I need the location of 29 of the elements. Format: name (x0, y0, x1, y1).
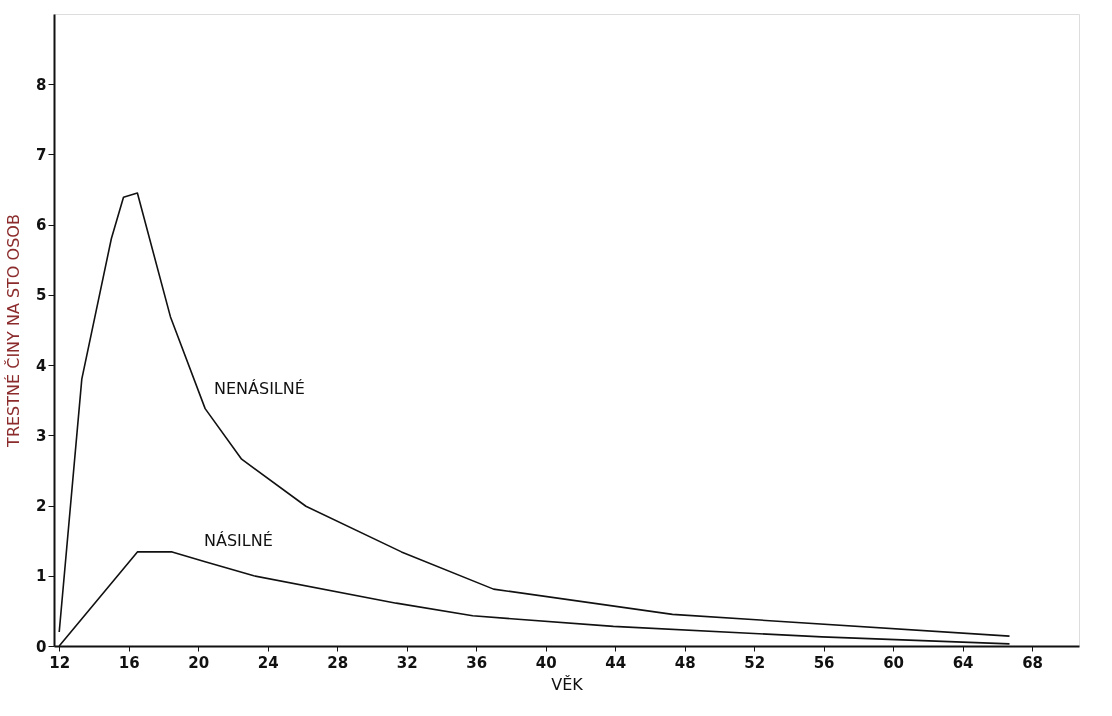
x-tick-label: 68 (1022, 653, 1044, 672)
x-tick-label: 40 (535, 653, 557, 672)
x-tick-label: 16 (118, 653, 140, 672)
x-tick-label: 64 (952, 653, 974, 672)
y-tick-label: 3 (36, 426, 47, 445)
series-label: NENÁSILNÉ (214, 379, 305, 398)
x-tick-label: 12 (49, 653, 71, 672)
y-tick-label: 4 (36, 356, 47, 375)
y-tick-label: 7 (36, 145, 47, 164)
x-tick-label: 44 (605, 653, 627, 672)
x-tick-label: 36 (466, 653, 488, 672)
x-tick-label: 28 (327, 653, 349, 672)
x-tick-label: 52 (744, 653, 766, 672)
y-tick-label: 0 (36, 637, 47, 656)
y-tick-label: 2 (36, 497, 47, 516)
y-tick-label: 8 (36, 75, 47, 94)
x-tick-label: 48 (674, 653, 696, 672)
line-series (58, 192, 1011, 637)
x-tick-label: 24 (257, 653, 279, 672)
y-axis-title: TRESTNÉ ČINY NA STO OSOB (4, 214, 24, 448)
y-tick-label: 6 (36, 216, 47, 235)
y-tick-label: 5 (36, 286, 47, 305)
x-tick-label: 56 (813, 653, 835, 672)
x-tick-label: 32 (396, 653, 418, 672)
x-tick-label: 20 (188, 653, 210, 672)
y-tick-label: 1 (36, 567, 47, 586)
x-axis-title: VĚK (551, 674, 584, 694)
x-tick-label: 60 (883, 653, 905, 672)
series-label: NÁSILNÉ (204, 531, 273, 550)
